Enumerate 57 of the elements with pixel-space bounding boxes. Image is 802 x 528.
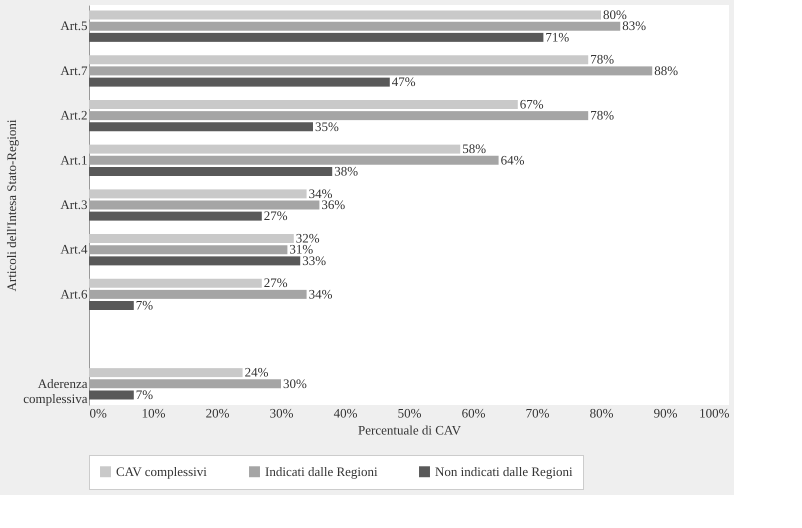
x-tick-label: 50%: [398, 406, 422, 420]
data-label: 24%: [244, 364, 269, 380]
data-label: 7%: [136, 386, 154, 402]
x-tick-label: 20%: [206, 406, 230, 420]
data-label: 78%: [590, 108, 614, 123]
legend-label: Indicati dalle Regioni: [265, 464, 378, 479]
data-label: 67%: [520, 96, 544, 112]
y-tick-label: Art.4: [60, 242, 88, 257]
x-tick-label: 0%: [90, 406, 107, 420]
x-tick-label: 70%: [526, 406, 550, 420]
bar: [89, 301, 134, 310]
x-tick-label: 30%: [270, 406, 294, 420]
x-tick-label: 10%: [142, 406, 166, 420]
bar: [89, 212, 262, 221]
legend-label: Non indicati dalle Regioni: [435, 464, 573, 479]
bar: [89, 32, 544, 42]
data-label: 88%: [654, 62, 678, 78]
x-tick-label: 60%: [462, 406, 486, 420]
data-label: 34%: [308, 286, 333, 302]
data-label: 35%: [315, 118, 339, 134]
y-axis-title: Articoli dell'Intesa Stato-Regioni: [4, 119, 20, 292]
y-tick-label: Art.1: [60, 152, 88, 168]
data-label: 38%: [334, 163, 358, 178]
bar: [89, 144, 460, 154]
data-label: 27%: [264, 275, 288, 290]
bar: [89, 100, 518, 109]
bar: [89, 55, 588, 64]
x-tick-label: 100%: [699, 406, 730, 420]
y-tick-label: Art.7: [60, 62, 88, 78]
bar: [89, 166, 332, 176]
x-tick-label: 80%: [590, 406, 614, 420]
x-tick-label: 40%: [334, 406, 358, 420]
data-label: 47%: [392, 74, 416, 90]
bar: [89, 78, 390, 87]
bar: [89, 368, 243, 378]
bar: [89, 390, 134, 400]
y-tick-label: Art.2: [60, 108, 88, 123]
data-label: 58%: [462, 141, 486, 156]
bar: [89, 189, 307, 198]
x-tick-label: 90%: [654, 406, 678, 420]
data-label: 71%: [545, 29, 570, 44]
y-tick-label: Art.3: [60, 197, 88, 212]
x-axis-title: Percentuale di CAV: [358, 422, 462, 438]
bar: [89, 234, 294, 244]
bar: [89, 10, 601, 20]
data-label: 7%: [136, 298, 154, 313]
y-tick-label: Aderenza complessiva: [23, 376, 88, 406]
data-label: 27%: [264, 208, 288, 224]
legend-label: CAV complessivi: [116, 464, 208, 479]
bar: [89, 256, 300, 266]
y-tick-label: Art.5: [60, 18, 88, 34]
data-label: 30%: [283, 376, 307, 391]
bar: [89, 278, 262, 288]
data-label: 78%: [590, 52, 614, 67]
bar: [89, 122, 313, 132]
y-tick-label: Art.6: [60, 286, 88, 302]
data-label: 64%: [500, 152, 525, 168]
